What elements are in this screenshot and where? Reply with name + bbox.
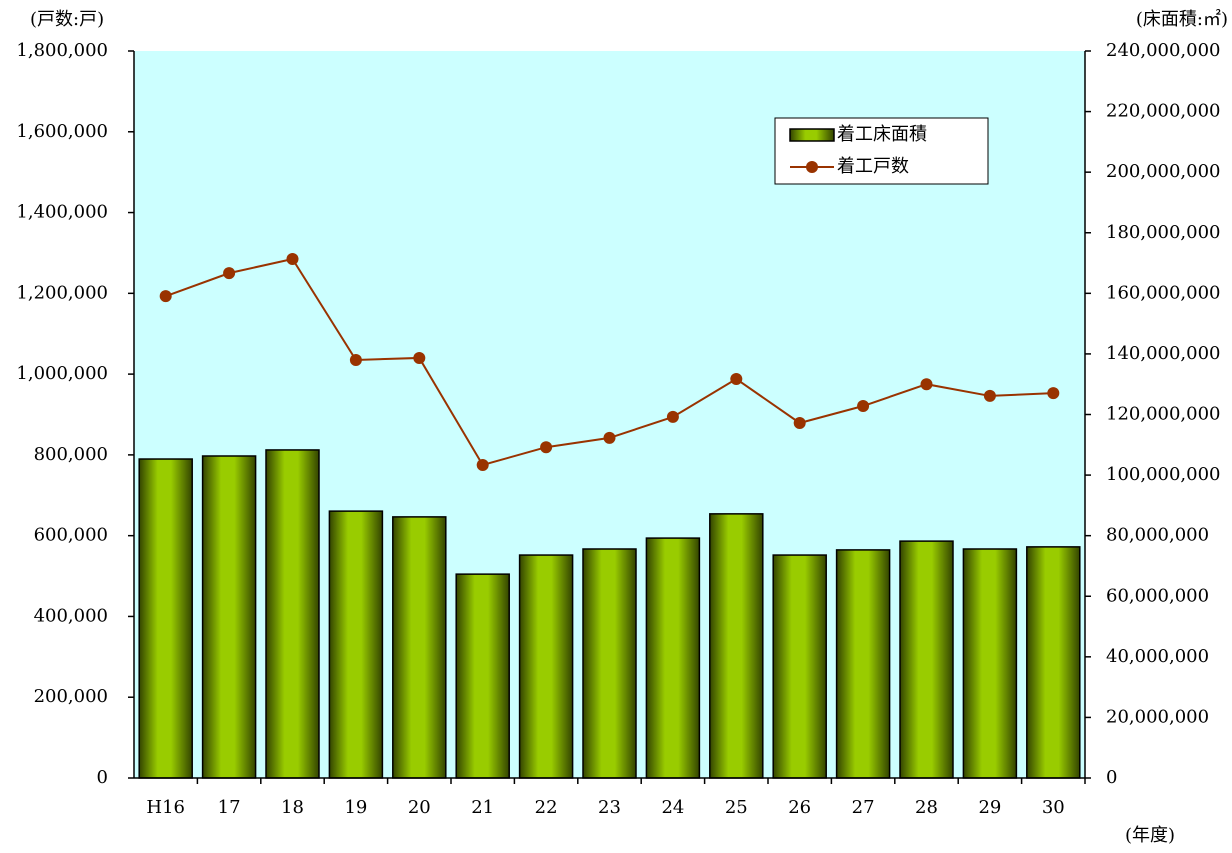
legend-swatch — [789, 128, 835, 142]
x-tick-label: 20 — [408, 797, 431, 818]
x-tick-label: 19 — [344, 797, 367, 818]
line-marker — [1047, 387, 1060, 400]
line-marker — [920, 378, 933, 391]
bar — [328, 510, 384, 779]
y2-tick-label: 20,000,000 — [1106, 706, 1209, 727]
y-tick-label: 1,000,000 — [16, 363, 108, 384]
y-tick-label: 1,600,000 — [16, 121, 108, 142]
x-tick-label: 21 — [471, 797, 494, 818]
line-marker — [793, 416, 806, 429]
bar — [455, 573, 510, 779]
x-tick-label: 30 — [1042, 797, 1065, 818]
x-tick-label: 27 — [852, 797, 875, 818]
x-tick-label: 18 — [281, 797, 304, 818]
x-tick-label: 24 — [661, 797, 684, 818]
bar — [835, 549, 891, 779]
x-tick-label: 25 — [725, 797, 748, 818]
line-marker — [286, 253, 299, 266]
x-tick-label: 23 — [598, 797, 621, 818]
y-tick-label: 0 — [97, 767, 108, 788]
bar — [772, 554, 827, 779]
y2-tick-label: 240,000,000 — [1106, 40, 1221, 61]
y2-tick-label: 180,000,000 — [1106, 222, 1221, 243]
y2-tick-label: 80,000,000 — [1106, 525, 1209, 546]
x-tick-label: 17 — [218, 797, 241, 818]
bar — [709, 513, 764, 779]
line-marker — [603, 431, 616, 444]
bar — [582, 548, 637, 779]
x-tick-label: 28 — [915, 797, 938, 818]
legend-marker — [806, 161, 818, 173]
y-tick-label: 200,000 — [34, 686, 108, 707]
bar — [1026, 546, 1081, 779]
bar — [899, 540, 954, 779]
line-marker — [159, 290, 172, 303]
line-marker — [730, 372, 743, 385]
y2-tick-label: 120,000,000 — [1106, 404, 1221, 425]
y2-tick-label: 60,000,000 — [1106, 585, 1209, 606]
line-marker — [223, 267, 236, 280]
y-tick-label: 600,000 — [34, 525, 108, 546]
bar — [645, 537, 701, 779]
legend-label: 着工戸数 — [837, 156, 909, 177]
bar — [201, 455, 257, 779]
y2-tick-label: 100,000,000 — [1106, 464, 1221, 485]
line-marker — [540, 441, 553, 454]
y2-tick-label: 220,000,000 — [1106, 101, 1221, 122]
y-axis-label: (戸数:戸) — [30, 9, 104, 30]
bar — [138, 458, 193, 779]
y-tick-label: 800,000 — [34, 444, 108, 465]
y-tick-label: 1,800,000 — [16, 40, 108, 61]
bar — [265, 449, 320, 779]
y2-tick-label: 160,000,000 — [1106, 282, 1221, 303]
line-marker — [476, 458, 489, 471]
line-marker — [983, 389, 996, 402]
y-tick-label: 1,200,000 — [16, 282, 108, 303]
x-tick-label: 29 — [978, 797, 1001, 818]
line-marker — [413, 351, 426, 364]
bar — [392, 516, 447, 779]
line-marker — [857, 400, 870, 413]
y-tick-label: 400,000 — [34, 605, 108, 626]
x-tick-label: H16 — [146, 797, 185, 818]
line-marker — [349, 353, 362, 366]
bar — [962, 548, 1018, 779]
x-tick-label: 22 — [535, 797, 558, 818]
bar — [518, 554, 574, 779]
line-marker — [666, 410, 679, 423]
y2-axis-label: (床面積:㎡) — [1136, 8, 1228, 30]
y2-tick-label: 40,000,000 — [1106, 646, 1209, 667]
y2-tick-label: 200,000,000 — [1106, 161, 1221, 182]
y-tick-label: 1,400,000 — [16, 202, 108, 223]
y2-tick-label: 0 — [1106, 767, 1117, 788]
legend-label: 着工床面積 — [837, 124, 927, 145]
x-axis-label: (年度) — [1125, 825, 1175, 846]
y2-tick-label: 140,000,000 — [1106, 343, 1221, 364]
x-tick-label: 26 — [788, 797, 811, 818]
